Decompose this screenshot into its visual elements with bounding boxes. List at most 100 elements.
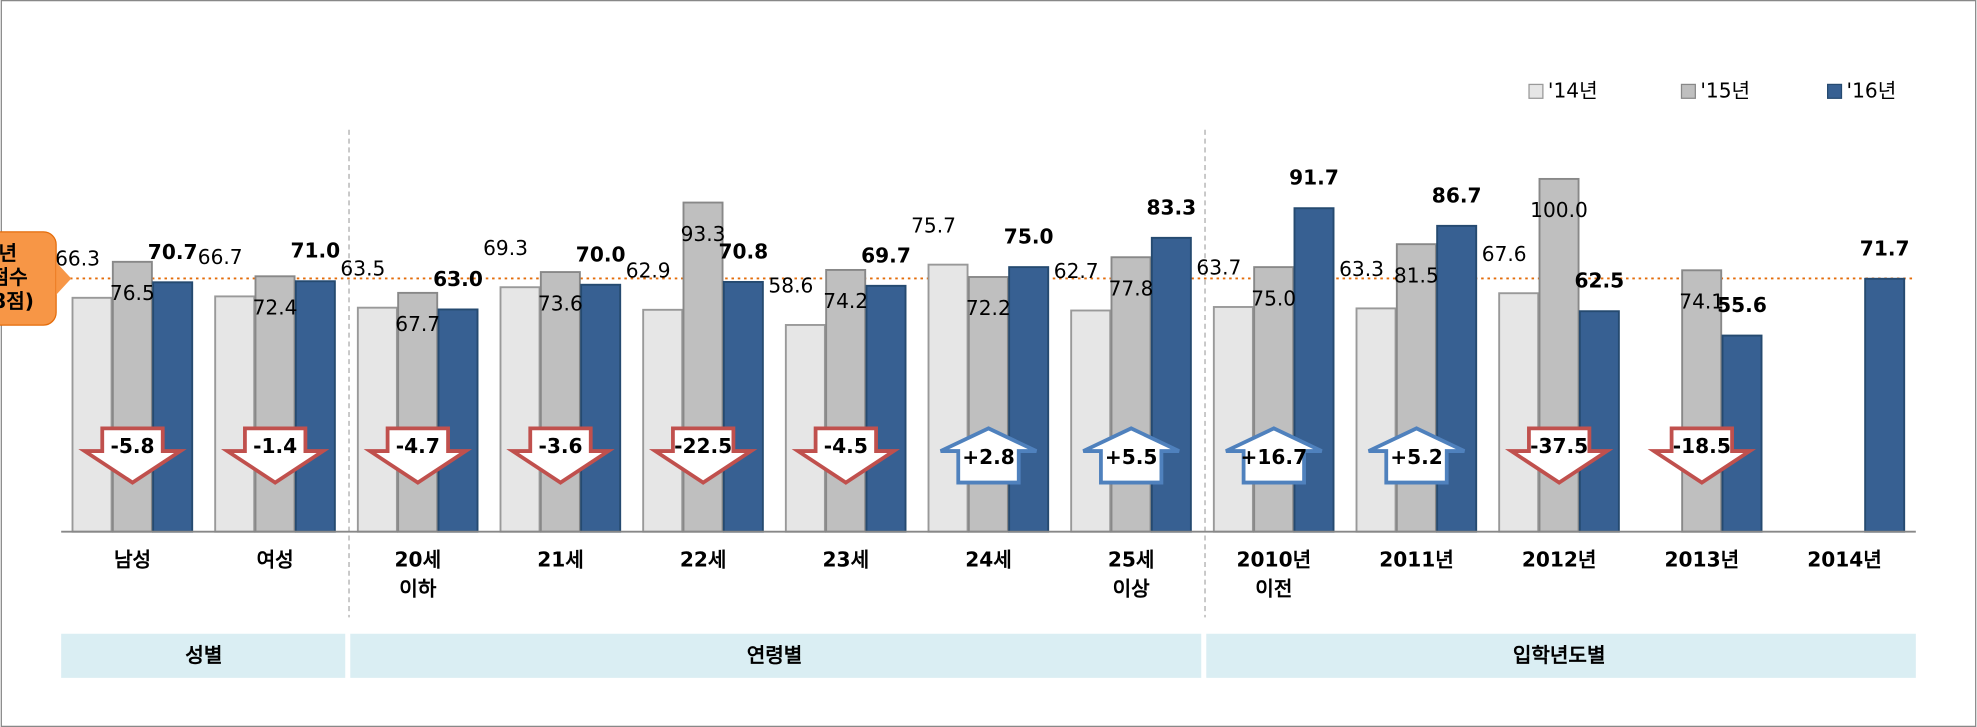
x-tick-line: 25세 [1108,547,1155,571]
bar [722,280,764,533]
value-label: 62.5 [1574,269,1624,293]
value-label: 69.3 [483,236,528,260]
value-label: 63.0 [433,267,483,291]
change-label: +5.2 [1390,445,1443,469]
x-tick-line: 22세 [680,547,727,571]
bar [1110,256,1152,533]
bar [397,291,439,533]
value-label: 73.6 [538,291,583,315]
bar [214,295,256,533]
change-arrow [1504,426,1614,485]
x-tick-line: 24세 [965,547,1012,571]
change-arrow [506,426,615,485]
x-tick-label: 2013년 [1665,547,1740,571]
reference-label: 평균점수 [0,265,28,289]
value-label: 71.0 [290,239,340,263]
bar [1008,266,1050,533]
value-label: 74.2 [823,289,868,313]
bar [1681,269,1723,533]
value-label: 81.5 [1394,263,1439,287]
reference-badge-tip [56,262,72,295]
x-tick-line: 23세 [823,547,870,571]
change-arrow [648,426,758,485]
value-label: 67.6 [1482,242,1527,266]
bar [1070,309,1112,533]
x-tick-label: 2014년 [1807,547,1882,571]
x-tick-label: 22세 [680,547,727,571]
value-label: 69.7 [861,243,911,267]
change-label: -18.5 [1673,434,1731,458]
value-label: 67.7 [395,312,440,336]
change-label: +5.5 [1105,445,1158,469]
bar [967,276,1009,533]
x-tick-line: 이상 [1113,576,1151,600]
change-arrow [1225,426,1323,485]
x-tick-label: 남성 [114,547,151,571]
x-tick-line: 남성 [114,547,151,571]
x-tick-label: 21세 [537,547,584,571]
change-label: -5.8 [110,434,154,458]
bar [437,308,479,533]
change-arrow [363,426,473,485]
value-label: 63.5 [340,256,385,280]
bar [1578,310,1620,533]
bar [1253,266,1295,533]
change-arrow [1647,426,1757,485]
change-label: -4.7 [396,434,440,458]
value-label: 58.6 [768,274,813,298]
value-label: 75.7 [911,213,956,237]
value-label: 55.6 [1717,293,1767,317]
value-label: 71.7 [1860,236,1910,260]
change-label: -1.4 [253,434,297,458]
x-tick-line: 여성 [257,547,294,571]
change-arrow [1367,426,1466,485]
bar [1864,277,1906,533]
bar [642,308,684,533]
x-tick-line: 이하 [399,576,437,600]
change-label: +2.8 [962,445,1015,469]
change-label: -3.6 [538,434,582,458]
change-label: +16.7 [1241,445,1308,469]
change-label: -22.5 [674,434,732,458]
bar [111,260,153,533]
reference-label: '16년 [0,241,17,265]
bar [1355,307,1397,533]
value-label: 66.7 [198,245,243,269]
value-label: 86.7 [1432,183,1482,207]
value-label: 63.7 [1196,256,1241,280]
bar [294,280,336,533]
value-label: 62.7 [1054,259,1099,283]
bar [71,296,113,533]
group-band [350,633,1202,678]
change-label: -4.5 [824,434,868,458]
value-label: 75.0 [1004,225,1054,249]
change-arrow [791,426,901,485]
value-label: 70.8 [718,239,768,263]
value-label: 70.7 [148,240,198,264]
x-tick-label: 24세 [965,547,1012,571]
bar [1150,236,1192,533]
x-tick-label: 여성 [257,547,294,571]
group-label: 연령별 [747,643,803,667]
change-arrow [220,426,330,485]
x-tick-line: 2014년 [1807,547,1882,571]
bar [1212,306,1254,533]
x-tick-label: 2012년 [1522,547,1597,571]
value-label: 77.8 [1109,276,1154,300]
value-label: 100.0 [1530,198,1588,222]
legend-label: '16년 [1847,78,1897,102]
change-arrow [939,426,1038,485]
legend-label: '14년 [1548,78,1598,102]
value-label: 76.5 [110,281,155,305]
x-tick-line: 2012년 [1522,547,1597,571]
x-tick-label: 20세 이하 [395,547,442,600]
value-label: 62.9 [626,259,671,283]
change-arrow [78,426,187,485]
bar [927,263,969,533]
x-tick-label: 23세 [823,547,870,571]
x-tick-line: 2011년 [1379,547,1454,571]
bar [356,306,398,533]
x-tick-label: 2010년 이전 [1237,547,1312,600]
x-tick-label: 2011년 [1379,547,1454,571]
